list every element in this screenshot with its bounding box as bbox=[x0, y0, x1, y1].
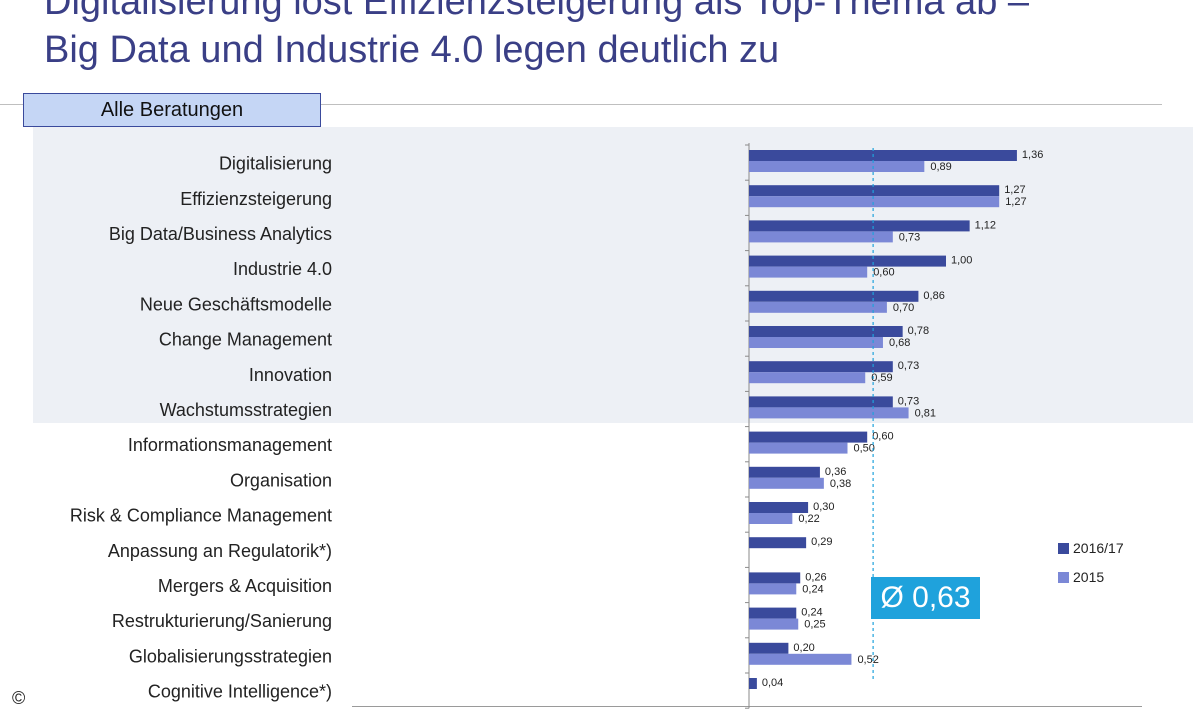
bar-2016-17 bbox=[749, 466, 820, 478]
data-label-2015: 0,25 bbox=[804, 619, 825, 631]
bar-2016-17 bbox=[749, 326, 903, 337]
data-label-2015: 0,59 bbox=[871, 372, 892, 384]
bar-2016-17 bbox=[749, 502, 809, 513]
bar-2016-17 bbox=[749, 255, 946, 267]
bar-2016-17 bbox=[749, 572, 801, 584]
bar-2016-17 bbox=[749, 361, 893, 373]
page-title: Digitalisierung löst Effizienzsteigerung… bbox=[44, 0, 1164, 74]
subtitle-box: Alle Beratungen bbox=[23, 93, 321, 127]
data-label-2015: 0,68 bbox=[889, 337, 910, 349]
data-label-2016-17: 0,73 bbox=[898, 360, 919, 372]
data-label-2015: 0,52 bbox=[857, 654, 878, 666]
data-label-2015: 1,27 bbox=[1005, 196, 1026, 208]
bar-2015 bbox=[749, 618, 799, 630]
bar-2015 bbox=[749, 583, 797, 595]
data-label-2016-17: 0,30 bbox=[813, 501, 834, 513]
bar-2015 bbox=[749, 301, 887, 313]
data-label-2016-17: 0,78 bbox=[908, 325, 929, 337]
data-label-2016-17: 0,36 bbox=[825, 466, 846, 478]
bar-2015 bbox=[749, 196, 1000, 208]
category-label: Neue Geschäftsmodelle bbox=[140, 294, 332, 314]
data-label-2015: 0,60 bbox=[873, 267, 894, 279]
category-label: Restrukturierung/Sanierung bbox=[112, 611, 332, 631]
title-line-2: Big Data und Industrie 4.0 legen deutlic… bbox=[44, 29, 780, 71]
data-label-2016-17: 0,24 bbox=[801, 607, 822, 619]
category-label: Informationsmanagement bbox=[128, 435, 332, 455]
data-label-2015: 0,81 bbox=[915, 407, 936, 419]
bar-2015 bbox=[749, 372, 866, 384]
category-label: Industrie 4.0 bbox=[233, 259, 332, 279]
category-label: Organisation bbox=[230, 470, 332, 490]
data-label-2016-17: 1,27 bbox=[1004, 184, 1025, 196]
data-label-2016-17: 0,04 bbox=[762, 677, 783, 689]
title-divider bbox=[0, 104, 1162, 105]
category-label: Risk & Compliance Management bbox=[70, 506, 332, 526]
copyright-icon: © bbox=[12, 688, 26, 708]
bar-2016-17 bbox=[749, 396, 893, 408]
data-label-2016-17: 1,00 bbox=[951, 255, 972, 267]
bar-2016-17 bbox=[749, 607, 797, 619]
category-label: Big Data/Business Analytics bbox=[109, 224, 332, 244]
bar-2015 bbox=[749, 407, 909, 419]
bar-2015 bbox=[749, 231, 893, 243]
title-line-1: Digitalisierung löst Effizienzsteigerung… bbox=[44, 0, 1030, 23]
category-label: Effizienzsteigerung bbox=[180, 189, 332, 209]
legend-label: 2015 bbox=[1073, 569, 1104, 585]
average-badge: Ø 0,63 bbox=[871, 577, 980, 619]
data-label-2015: 0,70 bbox=[893, 302, 914, 314]
bar-2016-17 bbox=[749, 150, 1017, 161]
category-label: Globalisierungsstrategien bbox=[129, 646, 332, 666]
bar-2015 bbox=[749, 161, 925, 172]
data-label-2016-17: 1,12 bbox=[975, 219, 996, 231]
bar-2016-17 bbox=[749, 678, 757, 689]
data-label-2016-17: 0,20 bbox=[793, 642, 814, 654]
category-label: Digitalisierung bbox=[219, 154, 332, 174]
bar-2015 bbox=[749, 477, 824, 489]
legend-swatch bbox=[1058, 543, 1069, 554]
data-label-2015: 0,89 bbox=[930, 161, 951, 173]
bar-2016-17 bbox=[749, 220, 970, 232]
legend-swatch bbox=[1058, 572, 1069, 583]
category-label: Cognitive Intelligence*) bbox=[148, 682, 332, 702]
bar-2015 bbox=[749, 442, 848, 454]
data-label-2015: 0,50 bbox=[854, 443, 875, 455]
bar-2015 bbox=[749, 513, 793, 524]
category-label: Change Management bbox=[159, 330, 332, 350]
data-label-2016-17: 1,36 bbox=[1022, 149, 1043, 161]
bar-2015 bbox=[749, 266, 868, 278]
legend-label: 2016/17 bbox=[1073, 540, 1124, 556]
category-label: Mergers & Acquisition bbox=[158, 576, 332, 596]
category-label: Wachstumsstrategien bbox=[160, 400, 332, 420]
bar-2015 bbox=[749, 337, 883, 348]
bar-2015 bbox=[749, 653, 852, 665]
data-label-2016-17: 0,26 bbox=[805, 571, 826, 583]
bar-2016-17 bbox=[749, 290, 919, 302]
data-label-2016-17: 0,73 bbox=[898, 395, 919, 407]
data-label-2016-17: 0,86 bbox=[923, 290, 944, 302]
highlight-band bbox=[33, 127, 1193, 423]
bar-2016-17 bbox=[749, 537, 807, 549]
category-label: Anpassung an Regulatorik*) bbox=[108, 541, 332, 561]
data-label-2015: 0,22 bbox=[798, 513, 819, 525]
bottom-divider bbox=[352, 706, 1142, 707]
bar-2016-17 bbox=[749, 185, 1000, 197]
data-label-2016-17: 0,60 bbox=[872, 431, 893, 443]
data-label-2015: 0,38 bbox=[830, 478, 851, 490]
data-label-2015: 0,24 bbox=[802, 583, 823, 595]
bar-2016-17 bbox=[749, 431, 868, 443]
data-label-2016-17: 0,29 bbox=[811, 536, 832, 548]
category-label: Innovation bbox=[249, 365, 332, 385]
bar-2016-17 bbox=[749, 642, 789, 654]
data-label-2015: 0,73 bbox=[899, 231, 920, 243]
